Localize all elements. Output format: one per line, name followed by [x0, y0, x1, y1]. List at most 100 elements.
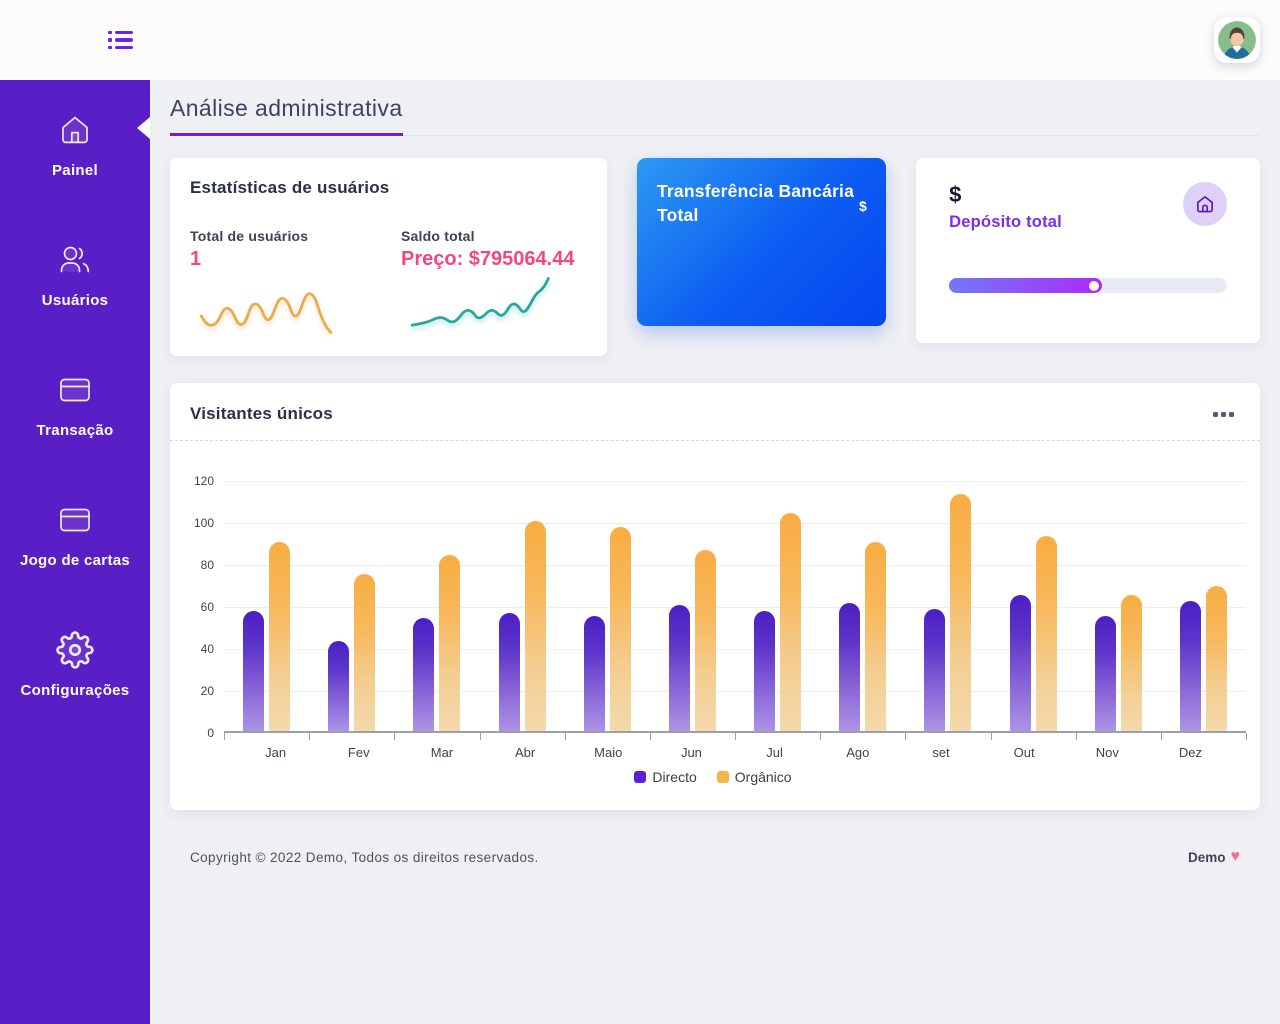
home-icon: [62, 116, 88, 144]
deposit-progress[interactable]: [949, 278, 1227, 293]
bar-directo-jan[interactable]: [243, 611, 265, 731]
x-axis-labels: Jan Fev Mar Abr Maio Jun Jul Ago set Out Nov Dez: [234, 745, 1232, 760]
legend-item-orgânico[interactable]: Orgânico: [716, 769, 792, 785]
bar-orgânico-dez[interactable]: [1205, 586, 1227, 731]
bar-group-dez: [1161, 481, 1246, 731]
bar-orgânico-nov[interactable]: [1120, 594, 1142, 731]
credit-card-icon: [60, 378, 90, 402]
bank-transfer-title: Transferência Bancária Total: [657, 181, 855, 225]
summary-cards: Estatísticas de usuários Total de usuári…: [170, 158, 1260, 356]
list-menu-icon: [108, 30, 133, 35]
card-game-icon: [60, 508, 90, 532]
y-tick-label: 20: [200, 684, 214, 698]
stat-value: 1: [190, 248, 202, 270]
heart-icon: ♥: [1230, 848, 1241, 865]
bar-directo-ago[interactable]: [839, 602, 861, 731]
visitors-title: Visitantes únicos: [190, 404, 333, 423]
sidebar-item-label: Configurações: [20, 682, 130, 699]
bar-group-maio: [565, 481, 650, 731]
bar-group-nov: [1076, 481, 1161, 731]
bar-directo-set[interactable]: [924, 609, 946, 731]
bar-orgânico-mar[interactable]: [439, 554, 461, 731]
bar-orgânico-jul[interactable]: [780, 512, 802, 731]
bar-orgânico-abr[interactable]: [524, 521, 546, 731]
x-tick-label: Jan: [265, 745, 287, 760]
x-tick-label: Jun: [680, 745, 702, 760]
bank-transfer-card[interactable]: Transferência Bancária Total $: [637, 158, 887, 326]
visitors-card: Visitantes únicos 0 20 40 60 80 100 120 Jan Fev…: [170, 383, 1260, 810]
sidebar: Painel Usuários Transação Jogo de cartas Con…: [0, 80, 150, 1024]
sidebar-item-configura-es[interactable]: Configurações: [0, 600, 150, 730]
bar-groups: [224, 481, 1246, 731]
x-tick-label: Ago: [846, 745, 870, 760]
bar-directo-dez[interactable]: [1179, 600, 1201, 731]
stat-value: Preço: $795064.44: [401, 248, 575, 270]
user-avatar-image: [1218, 21, 1256, 59]
bar-orgânico-jan[interactable]: [269, 542, 291, 731]
sidebar-item-jogo-de-cartas[interactable]: Jogo de cartas: [0, 470, 150, 600]
x-tick-label: Nov: [1095, 745, 1119, 760]
sidebar-item-usu-rios[interactable]: Usuários: [0, 210, 150, 340]
title-row: Análise administrativa: [170, 95, 1260, 136]
x-tick-label: Jul: [766, 745, 783, 760]
sidebar-item-label: Jogo de cartas: [19, 552, 131, 569]
legend-label: Directo: [652, 769, 697, 785]
bar-group-mar: [394, 481, 479, 731]
bar-group-set: [905, 481, 990, 731]
x-tick-label: Dez: [1178, 745, 1203, 760]
bar-directo-jun[interactable]: [668, 605, 690, 731]
sidebar-item-label: Usuários: [41, 292, 109, 309]
x-tick-label: Abr: [514, 745, 536, 760]
bar-orgânico-set[interactable]: [950, 493, 972, 731]
bar-orgânico-fev[interactable]: [354, 573, 376, 731]
bar-directo-mar[interactable]: [413, 617, 435, 731]
bar-directo-nov[interactable]: [1094, 615, 1116, 731]
x-tick-label: Maio: [594, 745, 623, 760]
sidebar-item-label: Transação: [36, 422, 114, 439]
menu-toggle-button[interactable]: [108, 30, 133, 50]
bar-orgânico-jun[interactable]: [694, 550, 716, 731]
main-content: Análise administrativa Estatísticas de u…: [150, 80, 1280, 866]
bar-directo-fev[interactable]: [328, 640, 350, 731]
bar-group-fev: [309, 481, 394, 731]
legend-swatch: [634, 771, 647, 783]
active-item-notch: [126, 117, 150, 139]
brand-name: Demo: [1187, 849, 1226, 865]
bar-group-jun: [650, 481, 735, 731]
chart-legend: Directo Orgânico: [180, 769, 1246, 799]
y-axis-labels: 0 20 40 60 80 100 120: [180, 474, 224, 740]
brand-footer: Demo ♥: [1188, 848, 1240, 866]
sidebar-item-label: Painel: [52, 162, 98, 179]
bar-orgânico-ago[interactable]: [865, 542, 887, 731]
bar-orgânico-maio[interactable]: [609, 527, 631, 731]
user-stats-card: Estatísticas de usuários Total de usuári…: [170, 158, 607, 356]
user-stats-title: Estatísticas de usuários: [190, 178, 390, 197]
sparkline: [410, 277, 550, 327]
copyright-text: Copyright © 2022 Demo, Todos os direitos…: [190, 849, 539, 865]
deposit-title: Depósito total: [949, 213, 1062, 231]
dollar-icon: $: [859, 198, 867, 214]
bar-orgânico-out[interactable]: [1035, 535, 1057, 731]
stat-label: Total de usuários: [190, 228, 309, 244]
x-tick-label: set: [932, 745, 950, 760]
sidebar-item-painel[interactable]: Painel: [0, 80, 150, 210]
bar-directo-maio[interactable]: [583, 615, 605, 731]
page-title: Análise administrativa: [170, 95, 403, 136]
currency-symbol: $: [949, 182, 962, 207]
ellipsis-icon[interactable]: [1209, 408, 1238, 421]
bar-directo-jul[interactable]: [754, 611, 776, 731]
progress-knob[interactable]: [1088, 280, 1099, 291]
bar-directo-out[interactable]: [1009, 594, 1031, 731]
deposit-card: $ Depósito total: [916, 158, 1260, 343]
sidebar-item-transa-o[interactable]: Transação: [0, 340, 150, 470]
legend-item-directo[interactable]: Directo: [634, 769, 697, 785]
y-tick-label: 60: [200, 600, 214, 614]
stat-label: Saldo total: [401, 228, 475, 244]
bar-directo-abr[interactable]: [498, 613, 520, 731]
avatar[interactable]: [1214, 17, 1260, 63]
stat-block-0: Total de usuários 1: [190, 228, 376, 342]
bar-group-jan: [224, 481, 309, 731]
users-icon: [60, 246, 90, 273]
bar-group-jul: [735, 481, 820, 731]
x-tick-label: Out: [1013, 745, 1035, 760]
